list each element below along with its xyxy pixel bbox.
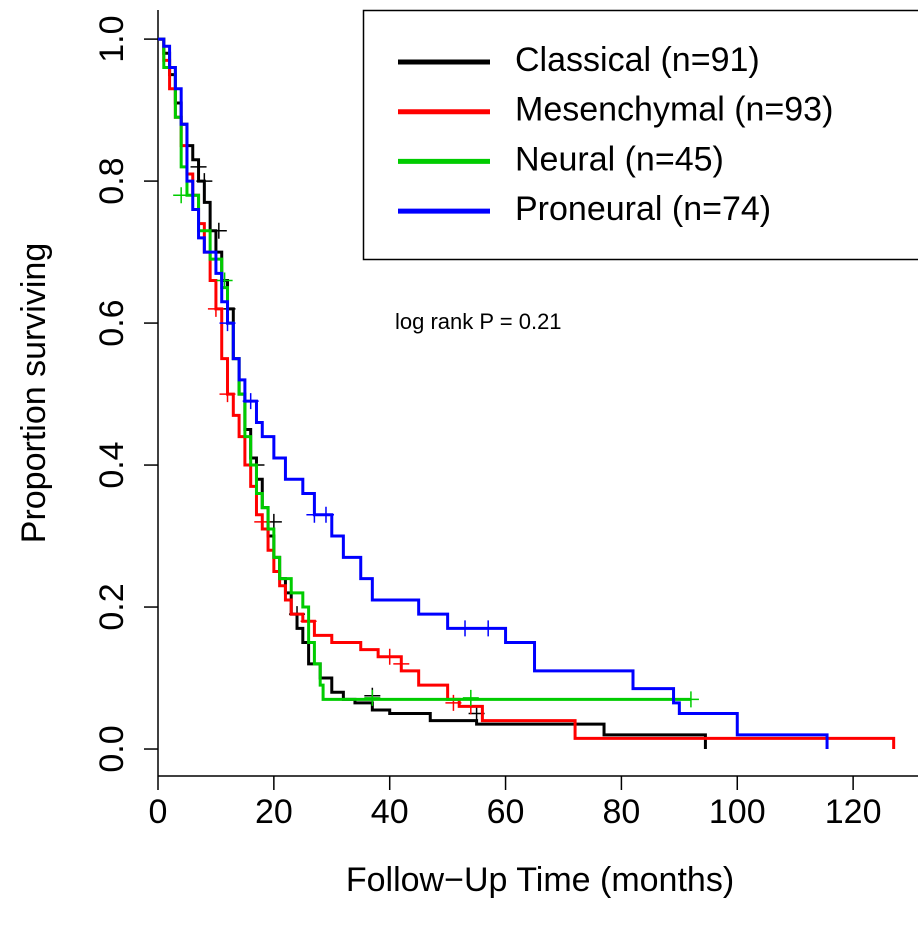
censor-mark [219, 386, 236, 403]
censor-mark [219, 315, 236, 332]
x-tick-label: 120 [825, 793, 882, 831]
censor-mark [317, 506, 334, 523]
censor-mark [210, 222, 227, 239]
legend-label: Neural (n=45) [515, 140, 724, 178]
y-tick-label: 0.6 [93, 299, 131, 346]
y-tick-label: 0.2 [93, 583, 131, 630]
censor-mark [462, 689, 479, 706]
y-tick-label: 1.0 [93, 15, 131, 62]
censor-mark [173, 187, 190, 204]
censor-mark [445, 694, 462, 711]
x-tick-label: 60 [487, 793, 525, 831]
y-tick-label: 0.8 [93, 157, 131, 204]
x-tick-label: 20 [255, 793, 293, 831]
legend-label: Classical (n=91) [515, 41, 760, 79]
y-tick-label: 0.0 [93, 725, 131, 772]
censor-mark [457, 620, 474, 637]
censor-mark [682, 691, 699, 708]
censor-mark [216, 272, 233, 289]
legend-label: Proneural (n=74) [515, 190, 771, 228]
survival-curve [158, 37, 691, 701]
y-axis-label: Proportion surviving [15, 243, 53, 543]
x-tick-label: 40 [371, 793, 409, 831]
legend-box [362, 9, 918, 261]
censor-mark [190, 158, 207, 175]
censor-mark [381, 648, 398, 665]
legend-label: Mesenchymal (n=93) [515, 91, 833, 129]
x-tick-label: 80 [603, 793, 641, 831]
x-tick-label: 0 [149, 793, 168, 831]
y-tick-label: 0.4 [93, 441, 131, 488]
censor-mark [480, 620, 497, 637]
censor-mark [393, 655, 410, 672]
censor-mark [364, 689, 381, 706]
censor-mark [207, 300, 224, 317]
censor-mark [196, 173, 213, 190]
x-axis-label: Follow−Up Time (months) [346, 861, 734, 899]
x-tick-label: 100 [709, 793, 766, 831]
survival-curve [158, 37, 829, 750]
annotation: log rank P = 0.21 [395, 309, 562, 334]
censor-mark [242, 393, 259, 410]
